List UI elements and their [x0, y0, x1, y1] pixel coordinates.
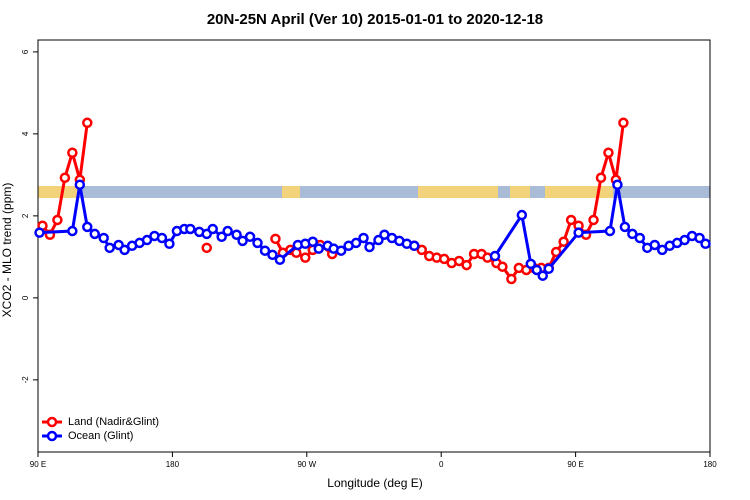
point — [216, 231, 227, 243]
point — [543, 263, 554, 275]
point — [612, 179, 623, 190]
point — [307, 236, 319, 247]
point — [82, 117, 93, 129]
point — [98, 232, 109, 244]
point — [119, 244, 130, 256]
point — [252, 237, 263, 249]
map-ocean — [38, 186, 710, 198]
point — [274, 254, 286, 265]
x-tick-label: 90 E — [567, 460, 583, 469]
legend-marker — [46, 430, 58, 442]
point — [573, 227, 584, 238]
point — [259, 245, 271, 256]
point — [156, 232, 168, 244]
point — [201, 242, 212, 254]
point — [700, 238, 711, 249]
y-tick-label: 6 — [21, 49, 30, 54]
point — [409, 240, 420, 252]
y-tick-label: 0 — [21, 295, 30, 300]
point — [634, 232, 646, 244]
point — [74, 179, 86, 190]
point — [67, 225, 78, 237]
y-axis-label: XCO2 - MLO trend (ppm) — [0, 183, 14, 318]
point — [207, 223, 218, 235]
point — [335, 245, 347, 256]
chart-title: 20N-25N April (Ver 10) 2015-01-01 to 202… — [207, 11, 543, 28]
map-land — [418, 186, 498, 198]
point — [358, 232, 369, 244]
point — [67, 147, 78, 158]
point — [300, 252, 311, 263]
x-axis-label: Longitude (deg E) — [327, 476, 422, 490]
point — [679, 234, 690, 246]
legend-marker — [46, 416, 58, 428]
point — [618, 117, 629, 129]
point — [222, 225, 233, 237]
y-tick-label: 4 — [21, 131, 30, 136]
x-tick-label: 90 W — [297, 460, 316, 469]
point — [604, 225, 616, 237]
x-tick-label: 0 — [439, 460, 444, 469]
point — [550, 246, 562, 258]
map-land — [282, 186, 300, 198]
map-land — [38, 186, 78, 198]
point — [89, 228, 100, 240]
point — [350, 237, 362, 249]
point — [506, 273, 517, 285]
map-strip — [38, 186, 710, 198]
point — [34, 227, 45, 238]
point — [694, 232, 705, 244]
point — [237, 235, 248, 247]
point — [52, 214, 63, 226]
map-land — [510, 186, 530, 198]
y-tick-label: -2 — [21, 376, 30, 384]
point — [453, 255, 465, 267]
point — [537, 270, 548, 281]
point — [565, 214, 577, 226]
point — [595, 172, 607, 183]
point — [59, 172, 71, 183]
point — [231, 229, 242, 240]
y-tick-label: 2 — [21, 213, 30, 218]
point — [525, 258, 537, 270]
point — [588, 214, 599, 226]
point — [364, 241, 375, 253]
point — [244, 231, 256, 243]
point — [141, 234, 153, 246]
point — [270, 233, 281, 245]
point — [267, 249, 278, 261]
point — [313, 243, 324, 254]
point — [649, 239, 660, 251]
point — [489, 250, 501, 262]
legend-label: Land (Nadir&Glint) — [68, 416, 159, 428]
point — [82, 221, 93, 233]
x-tick-label: 180 — [166, 460, 180, 469]
x-tick-label: 180 — [703, 460, 717, 469]
point — [619, 221, 631, 233]
x-tick-label: 90 E — [30, 460, 46, 469]
point — [438, 253, 450, 265]
point — [558, 236, 569, 247]
point — [497, 261, 508, 272]
point — [164, 238, 175, 249]
point — [185, 223, 196, 235]
map-land — [545, 186, 613, 198]
point — [416, 244, 428, 256]
point — [603, 147, 614, 158]
point — [461, 259, 472, 271]
point — [531, 264, 543, 276]
point — [104, 242, 115, 254]
legend-label: Ocean (Glint) — [68, 430, 133, 442]
point — [627, 228, 638, 240]
point — [656, 244, 668, 256]
point — [516, 209, 528, 221]
